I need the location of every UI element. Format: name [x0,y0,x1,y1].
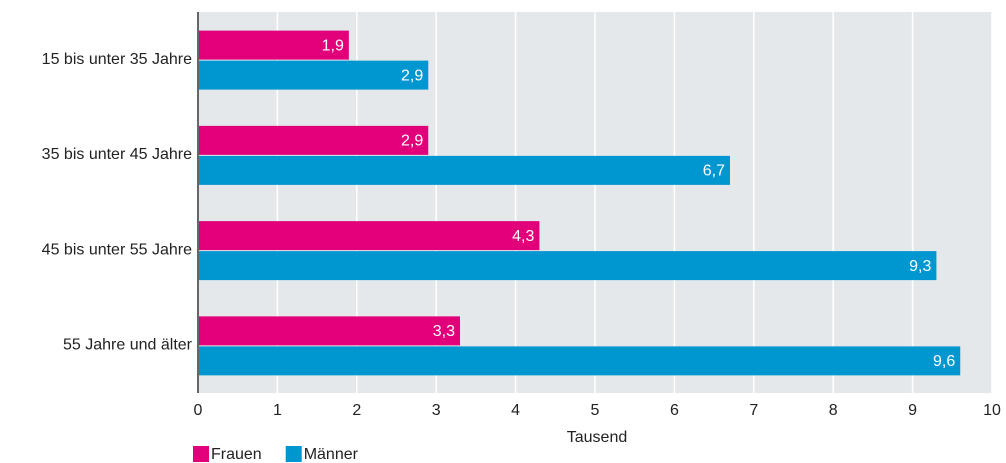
y-tick-label: 55 Jahre und älter [63,337,193,354]
x-axis-label: Tausend [567,429,628,446]
bar [198,346,961,376]
x-tick-label: 7 [749,402,758,419]
bar [198,155,730,185]
x-tick-label: 0 [194,402,203,419]
legend-swatch [193,446,209,462]
x-tick-label: 4 [511,402,520,419]
x-tick-label: 3 [432,402,441,419]
bar [198,30,349,60]
legend-label: Frauen [211,446,262,463]
x-tick-label: 2 [352,402,361,419]
x-tick-label: 10 [983,402,1001,419]
value-label: 2,9 [401,67,423,84]
y-tick-label: 35 bis unter 45 Jahre [42,146,192,163]
x-tick-label: 1 [273,402,282,419]
bar [198,251,937,281]
bar [198,316,461,346]
value-label: 3,3 [433,323,455,340]
legend-swatch [285,446,302,462]
y-tick-label: 15 bis unter 35 Jahre [42,51,192,68]
x-tick-label: 5 [591,402,600,419]
bar [198,60,429,90]
x-tick-label: 8 [829,402,838,419]
y-tick-label: 45 bis unter 55 Jahre [42,241,192,258]
x-tick-label: 6 [670,402,679,419]
value-label: 6,7 [703,163,725,180]
value-label: 1,9 [322,37,344,54]
bar [198,221,540,251]
x-tick-label: 9 [908,402,917,419]
value-label: 2,9 [401,133,423,150]
bar [198,125,429,155]
value-label: 9,6 [933,353,955,370]
value-label: 9,3 [909,258,931,275]
legend-label: Männer [304,446,359,463]
value-label: 4,3 [512,228,534,245]
